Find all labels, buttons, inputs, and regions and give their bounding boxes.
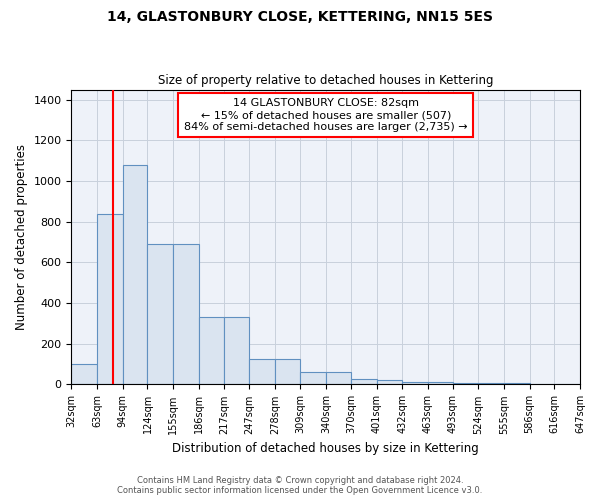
Bar	[351, 380, 377, 384]
Text: Contains HM Land Registry data © Crown copyright and database right 2024.
Contai: Contains HM Land Registry data © Crown c…	[118, 476, 482, 495]
Bar	[377, 380, 402, 384]
X-axis label: Distribution of detached houses by size in Kettering: Distribution of detached houses by size …	[172, 442, 479, 455]
Text: 14, GLASTONBURY CLOSE, KETTERING, NN15 5ES: 14, GLASTONBURY CLOSE, KETTERING, NN15 5…	[107, 10, 493, 24]
Bar	[301, 372, 326, 384]
Bar	[173, 244, 199, 384]
Bar	[452, 383, 478, 384]
Bar	[148, 244, 173, 384]
Bar	[428, 382, 452, 384]
Title: Size of property relative to detached houses in Kettering: Size of property relative to detached ho…	[158, 74, 493, 87]
Text: 14 GLASTONBURY CLOSE: 82sqm
← 15% of detached houses are smaller (507)
84% of se: 14 GLASTONBURY CLOSE: 82sqm ← 15% of det…	[184, 98, 467, 132]
Bar	[122, 165, 148, 384]
Bar	[275, 359, 301, 384]
Y-axis label: Number of detached properties: Number of detached properties	[15, 144, 28, 330]
Bar	[97, 214, 122, 384]
Bar	[224, 318, 249, 384]
Bar	[326, 372, 351, 384]
Bar	[402, 382, 428, 384]
Bar	[249, 359, 275, 384]
Bar	[199, 318, 224, 384]
Bar	[71, 364, 97, 384]
